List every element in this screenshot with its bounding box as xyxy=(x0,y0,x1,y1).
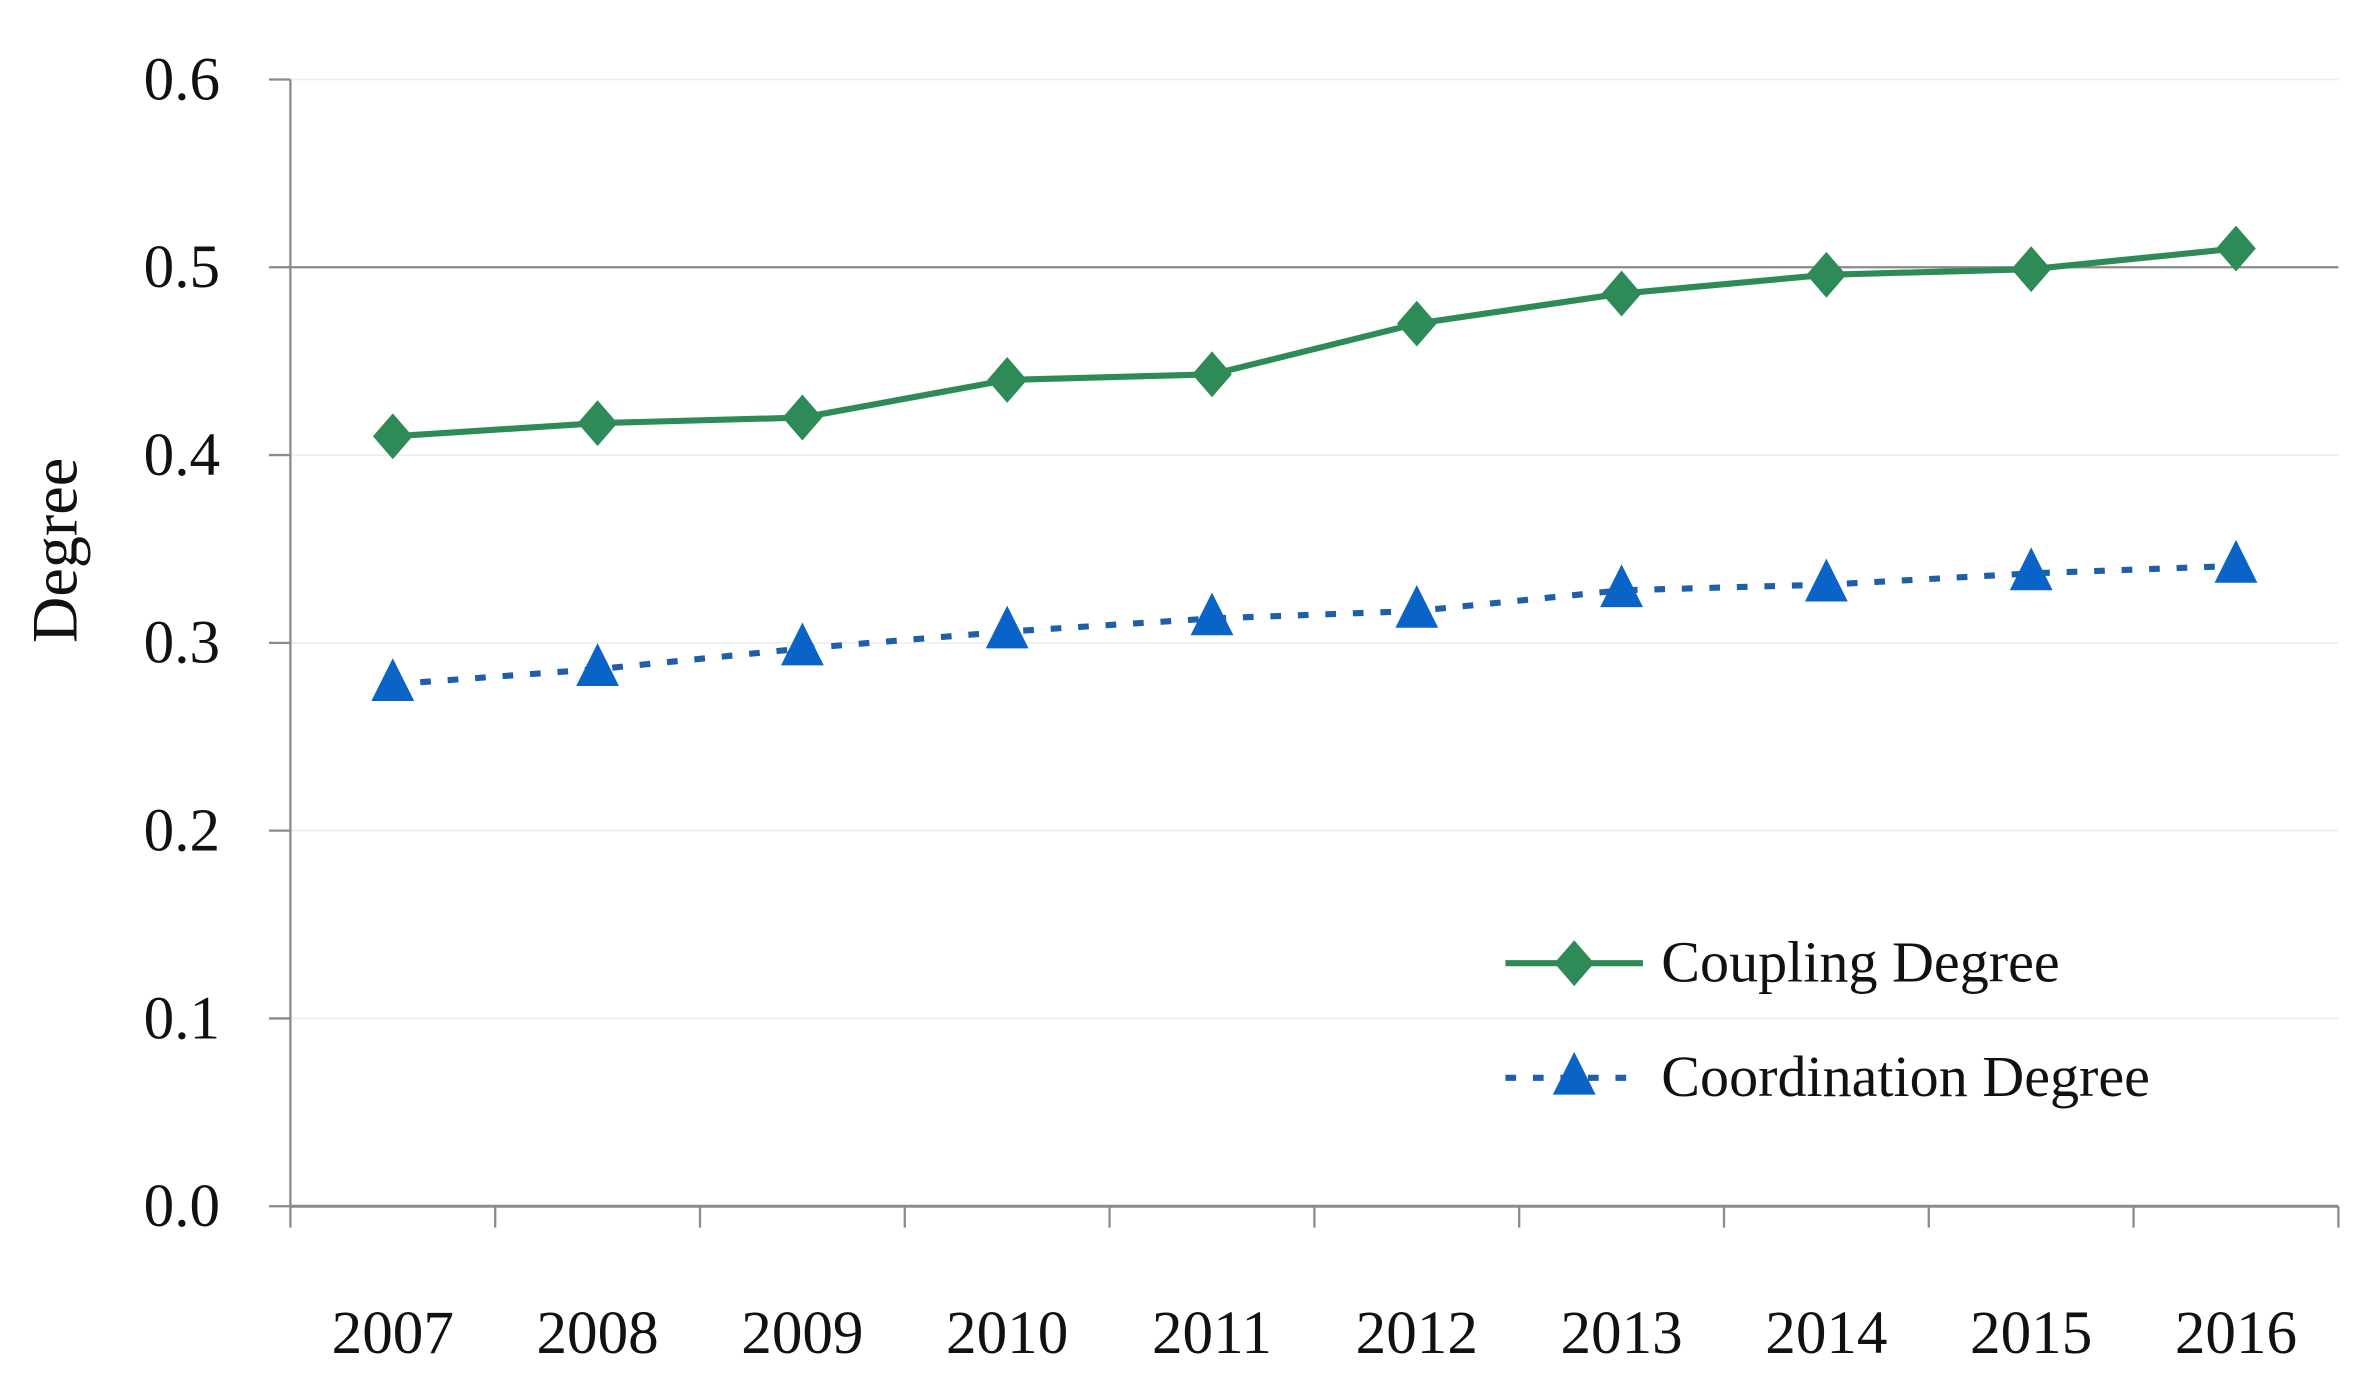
x-tick-label: 2013 xyxy=(1560,1300,1682,1367)
gridlines xyxy=(290,78,2339,1020)
data-point-diamond xyxy=(1192,351,1232,398)
x-tick-label: 2009 xyxy=(741,1300,863,1367)
data-point-diamond xyxy=(1806,251,1847,298)
data-point-triangle xyxy=(2214,539,2258,583)
legend-item: Coordination Degree xyxy=(1505,1044,2150,1109)
y-tick-label: 0.5 xyxy=(144,234,220,301)
legend-item: Coupling Degree xyxy=(1505,929,2060,995)
data-point-diamond xyxy=(372,413,413,460)
x-tick-label: 2015 xyxy=(1970,1300,2092,1367)
data-point-diamond xyxy=(577,400,618,447)
data-point-triangle xyxy=(1190,592,1234,636)
data-point-diamond xyxy=(2011,246,2052,293)
legend-label: Coupling Degree xyxy=(1661,929,2059,994)
x-tick-label: 2007 xyxy=(332,1300,454,1367)
y-tick-label: 0.0 xyxy=(144,1173,220,1240)
legend-triangle-icon xyxy=(1552,1051,1596,1095)
x-tick-label: 2016 xyxy=(2175,1300,2297,1367)
x-tick-label: 2011 xyxy=(1152,1300,1272,1367)
data-point-triangle xyxy=(1600,564,1643,608)
y-tick-label: 0.6 xyxy=(144,46,220,113)
data-point-triangle xyxy=(576,643,619,686)
data-point-diamond xyxy=(1601,270,1642,317)
x-tick-label: 2008 xyxy=(536,1300,658,1367)
y-axis-title: Degree xyxy=(19,458,90,643)
data-point-diamond xyxy=(2216,225,2256,272)
data-point-diamond xyxy=(987,357,1028,403)
legend-label: Coordination Degree xyxy=(1661,1044,2150,1109)
x-tick-labels: 2007 2008 2009 2010 2011 2012 2013 2014 2015 2016 xyxy=(332,1300,2297,1367)
series-coordination-degree xyxy=(371,539,2258,702)
axes xyxy=(268,78,2340,1228)
x-tick-label: 2012 xyxy=(1356,1300,1478,1367)
data-point-triangle xyxy=(1395,584,1439,628)
x-tick-label: 2014 xyxy=(1765,1300,1887,1367)
data-point-triangle xyxy=(780,622,824,666)
data-point-diamond xyxy=(1396,300,1437,347)
x-tick-label: 2010 xyxy=(946,1300,1068,1367)
legend: Coupling Degree Coordination Degree xyxy=(1505,929,2150,1109)
series-line xyxy=(392,562,2237,688)
y-tick-label: 0.4 xyxy=(144,422,220,489)
data-point-triangle xyxy=(371,658,415,702)
y-tick-label: 0.1 xyxy=(144,985,220,1052)
data-point-triangle xyxy=(1804,558,1848,602)
legend-diamond-icon xyxy=(1554,940,1595,987)
y-tick-labels: 0.0 0.1 0.2 0.3 0.4 0.5 0.6 xyxy=(144,46,220,1240)
data-point-triangle xyxy=(985,605,1029,649)
data-point-triangle xyxy=(2009,547,2053,591)
y-tick-label: 0.2 xyxy=(144,798,220,865)
series-line xyxy=(392,245,2237,440)
data-point-diamond xyxy=(782,394,823,441)
series-layer xyxy=(371,225,2258,702)
series-coupling-degree xyxy=(372,225,2256,460)
y-tick-label: 0.3 xyxy=(144,610,220,677)
